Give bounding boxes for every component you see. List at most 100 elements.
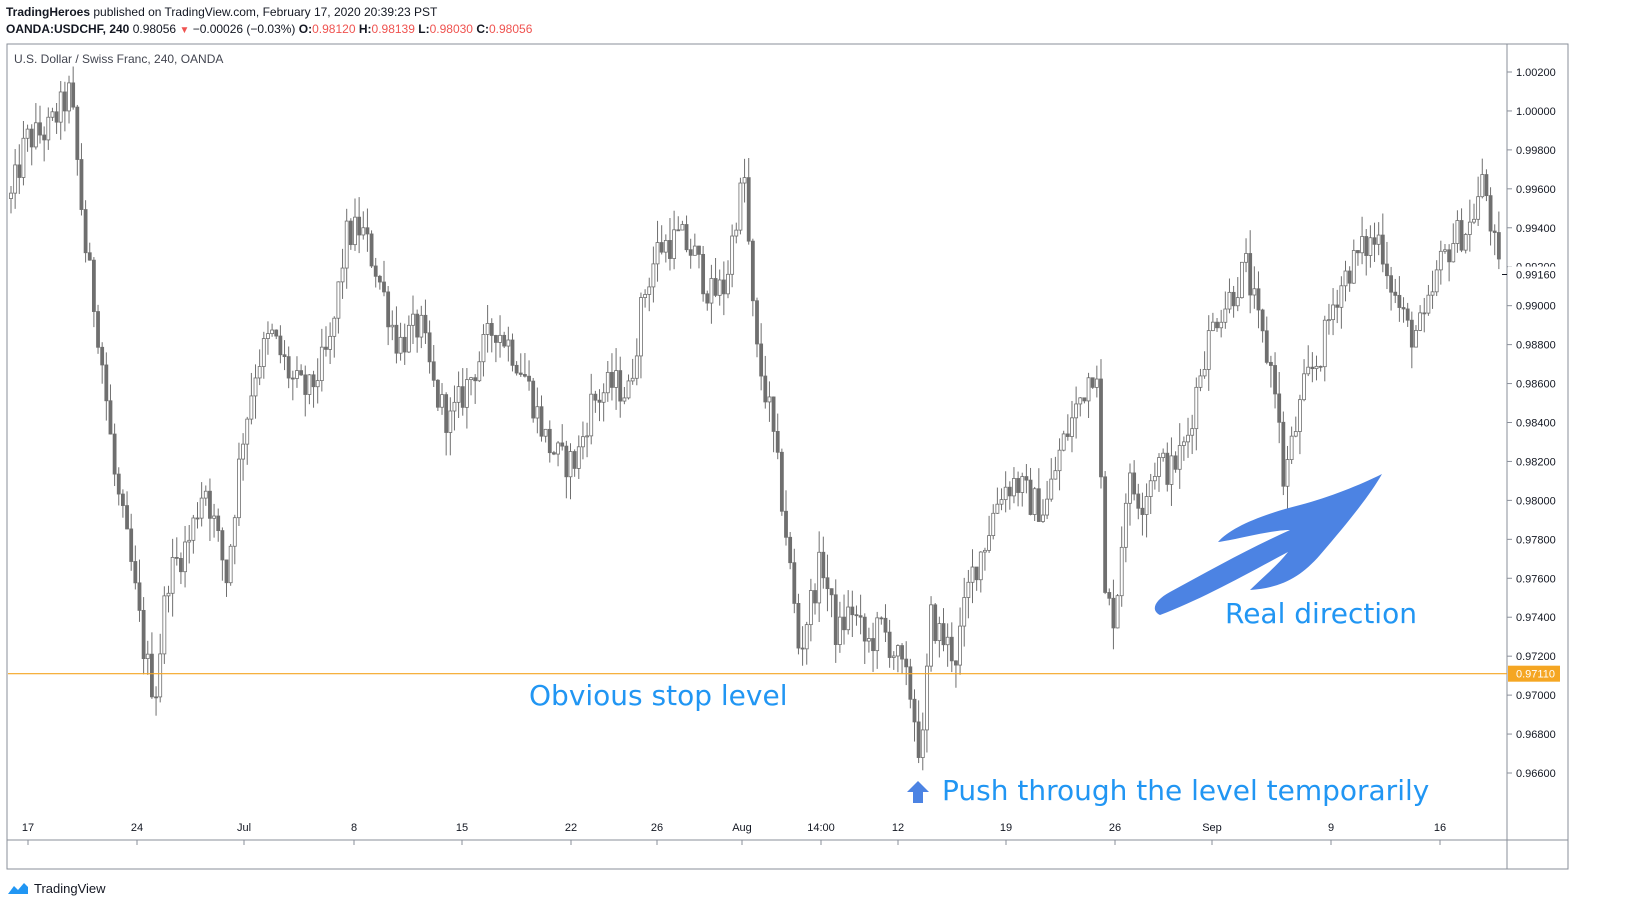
candle-down xyxy=(871,638,875,652)
y-tick-label: 0.97400 xyxy=(1516,612,1556,624)
candle-down xyxy=(1007,486,1012,497)
y-tick-label: 0.97600 xyxy=(1516,573,1556,585)
candle-up xyxy=(1244,253,1248,263)
candle-down xyxy=(1090,377,1095,388)
candle-up xyxy=(1032,488,1037,515)
candle-down xyxy=(1409,319,1414,348)
candle-up xyxy=(1438,250,1443,271)
candle-up xyxy=(191,517,196,541)
candle-up xyxy=(891,655,896,658)
candle-down xyxy=(423,314,428,334)
candle-down xyxy=(108,400,113,435)
candle-up xyxy=(605,371,610,394)
candle-down xyxy=(713,278,718,296)
candle-down xyxy=(286,356,291,379)
candle-down xyxy=(179,557,183,573)
candle-down xyxy=(858,615,863,618)
candle-up xyxy=(187,539,192,543)
candle-up xyxy=(808,590,813,626)
candle-down xyxy=(489,323,494,336)
candle-down xyxy=(514,364,519,374)
candle-down xyxy=(1372,237,1377,245)
candle-up xyxy=(50,111,55,118)
candle-up xyxy=(46,116,51,141)
candle-up xyxy=(1152,476,1157,482)
tradingview-logo[interactable]: TradingView xyxy=(6,880,106,896)
x-tick-label: 22 xyxy=(565,822,577,834)
candle-down xyxy=(91,259,96,312)
candle-down xyxy=(912,698,917,723)
publisher-name: TradingHeroes xyxy=(6,5,91,19)
candle-down xyxy=(386,291,391,328)
candle-up xyxy=(543,428,548,437)
candle-up xyxy=(166,592,171,597)
candle-up xyxy=(257,366,262,379)
candle-down xyxy=(759,343,764,377)
candle-up xyxy=(1289,435,1294,460)
candle-up xyxy=(1327,319,1331,322)
x-tick-label: 14:00 xyxy=(807,822,835,834)
candle-up xyxy=(1206,330,1211,370)
candle-up xyxy=(663,240,668,253)
x-tick-label: Aug xyxy=(732,822,752,834)
candle-up xyxy=(1177,445,1182,470)
candle-up xyxy=(966,581,971,598)
candle-up xyxy=(336,281,341,319)
candle-down xyxy=(1028,479,1033,515)
candle-down xyxy=(1036,488,1041,522)
candle-up xyxy=(622,397,627,402)
candle-down xyxy=(1264,330,1269,363)
candle-up xyxy=(1467,221,1472,235)
x-tick-label: 17 xyxy=(22,822,34,834)
candle-down xyxy=(1248,253,1253,296)
candle-down xyxy=(879,617,884,620)
candle-down xyxy=(1024,476,1029,481)
candle-down xyxy=(150,653,154,698)
candle-up xyxy=(1186,434,1190,443)
candle-down xyxy=(1215,321,1219,329)
candle-down xyxy=(87,252,92,261)
candle-up xyxy=(726,273,730,295)
candle-down xyxy=(825,577,830,590)
candle-up xyxy=(319,346,324,381)
candle-up xyxy=(875,617,880,652)
candle-up xyxy=(626,380,631,399)
y-tick-label: 0.98400 xyxy=(1516,418,1556,430)
candle-up xyxy=(1476,196,1481,220)
tradingview-cloud-icon xyxy=(8,883,28,894)
candle-up xyxy=(158,653,163,698)
x-tick-label: Jul xyxy=(237,822,251,834)
x-tick-label: 16 xyxy=(1434,822,1446,834)
candle-up xyxy=(1169,455,1174,485)
candle-down xyxy=(299,370,304,376)
candle-down xyxy=(697,245,701,255)
candle-down xyxy=(42,134,47,141)
big-arrow-real-direction xyxy=(1154,474,1382,615)
candle-down xyxy=(705,293,710,304)
candle-up xyxy=(535,406,540,419)
candle-up xyxy=(340,267,345,283)
x-axis: 17 24 Jul 8 15 22 26 Aug 14:00 12 19 26 Sep 9 16 xyxy=(22,822,1446,845)
candle-up xyxy=(295,370,299,379)
candle-down xyxy=(763,375,768,403)
candle-up xyxy=(1314,365,1319,370)
candle-down xyxy=(788,536,793,564)
candle-down xyxy=(382,281,386,293)
candle-up xyxy=(1339,285,1344,308)
candle-down xyxy=(1318,365,1323,368)
x-tick-label: 9 xyxy=(1328,822,1334,834)
candle-down xyxy=(887,631,892,658)
candle-up xyxy=(145,653,150,660)
candle-up xyxy=(1115,595,1120,629)
candle-up xyxy=(506,339,511,347)
candle-up xyxy=(742,177,747,184)
candle-up xyxy=(995,503,1000,514)
x-tick-label: 19 xyxy=(1000,822,1012,834)
last-price: 0.98056 xyxy=(132,22,177,36)
candle-up xyxy=(1430,291,1435,296)
candle-down xyxy=(1107,592,1112,599)
candle-down xyxy=(1492,230,1497,233)
candle-up xyxy=(1480,174,1485,198)
candle-down xyxy=(394,324,399,354)
